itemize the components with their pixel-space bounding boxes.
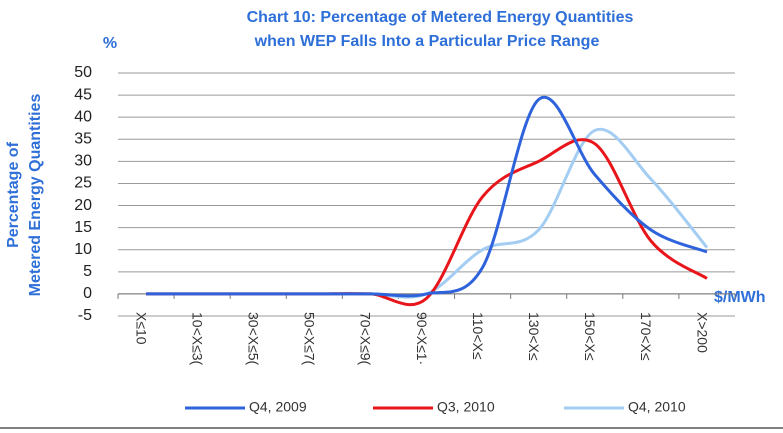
x-tick-label: X≤10: [133, 312, 149, 345]
x-tick-label: 130<X≤: [526, 312, 542, 361]
x-tick-label: X>200: [694, 312, 710, 353]
legend-label: Q4, 2009: [249, 399, 307, 415]
chart-title: when WEP Falls Into a Particular Price R…: [254, 33, 600, 50]
legend-label: Q4, 2010: [628, 399, 686, 415]
y-tick-label: 40: [74, 108, 92, 125]
x-tick-label: 50<X≤7(: [302, 312, 318, 366]
y-axis-title: Metered Energy Quantities: [27, 94, 44, 297]
series-line: [146, 95, 708, 298]
y-tick-label: 45: [74, 86, 92, 103]
y-axis-title: Percentage of: [5, 141, 22, 247]
y-tick-label: 0: [83, 285, 92, 302]
y-tick-label: 20: [74, 197, 92, 214]
y-tick-label: 25: [74, 175, 92, 192]
y-tick-label: 10: [74, 241, 92, 258]
legend-label: Q3, 2010: [437, 399, 495, 415]
y-tick-label: -5: [78, 307, 92, 324]
y-tick-label: 15: [74, 219, 92, 236]
x-axis-title: $/MWh: [714, 289, 766, 306]
x-tick-label: 70<X≤9(: [358, 312, 374, 366]
y-tick-label: 35: [74, 130, 92, 147]
x-tick-label: 10<X≤3(: [189, 312, 205, 366]
x-tick-label: 110<X≤: [470, 312, 486, 360]
y-tick-label: 30: [74, 153, 92, 170]
y-unit: %: [103, 35, 117, 52]
x-tick-label: 30<X≤5(: [246, 312, 262, 366]
x-tick-label: 150<X≤: [582, 312, 598, 361]
x-tick-label: 90<X≤1·: [414, 312, 430, 365]
chart-title: Chart 10: Percentage of Metered Energy Q…: [247, 9, 634, 26]
y-tick-label: 5: [83, 263, 92, 280]
x-tick-label: 170<X≤: [638, 312, 654, 361]
y-tick-label: 50: [74, 64, 92, 81]
series-line: [146, 138, 708, 307]
